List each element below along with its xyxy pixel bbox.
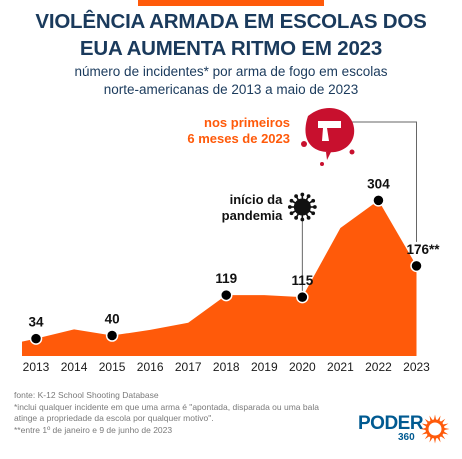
sun-ray [437,436,441,443]
top-accent-bar [138,0,324,6]
value-label-2018: 119 [215,271,237,286]
page-title: VIOLÊNCIA ARMADA EM ESCOLAS DOS EUA AUME… [0,8,462,62]
logo-sub: 360 [398,432,415,443]
tick-label-2020: 2020 [289,360,316,374]
sun-ray [437,415,441,422]
footer-note-1-cont: atinge a propriedade da escola por qualq… [14,413,214,423]
pandemic-label-line-1: início da [230,192,284,207]
marker-2018 [220,288,233,302]
area-fill [22,200,417,356]
marker-2015 [105,329,119,342]
tick-label-2015: 2015 [99,360,126,374]
tick-label-2016: 2016 [137,360,164,374]
pandemic-label-line-2: pandemia [222,208,283,223]
sun-icon [420,414,450,444]
value-label-2015: 40 [105,312,120,327]
sun-ray [421,431,428,435]
footer: fonte: K-12 School Shooting Database *in… [14,390,344,436]
sun-ray [421,423,428,427]
tick-label-2019: 2019 [251,360,278,374]
tick-label-2023: 2023 [403,360,430,374]
value-label-2023: 176** [407,242,441,257]
sun-ray [433,414,437,421]
tick-label-2017: 2017 [175,360,202,374]
tick-label-2018: 2018 [213,360,240,374]
tick-label-2021: 2021 [327,360,354,374]
sun-ray [429,436,433,443]
six-months-label-line-2: 6 meses de 2023 [187,131,290,146]
area-layer [22,200,417,356]
sun-ray [429,415,433,422]
subtitle: número de incidentes* por arma de fogo e… [0,63,462,99]
logo-word: PODER [358,413,424,434]
sun-ray [443,427,450,431]
tick-label-2022: 2022 [365,360,392,374]
tick-label-2013: 2013 [23,360,50,374]
sun-ray [424,418,430,424]
footer-note-1: *inclui qualquer incidente em que uma ar… [14,401,319,412]
subtitle-line-2: norte-americanas de 2013 a maio de 2023 [103,82,359,97]
poder360-logo: PODER 360 [358,413,450,449]
marker-2023 [410,259,423,273]
x-axis-ticks: 2013 2014 2015 2016 2017 2018 2019 2020 2021 2022… [23,360,431,374]
sun-ray [442,431,449,435]
sun-ray [442,423,449,427]
label-layer: 34 40 119 115 304 176** [28,176,440,329]
sun-ray [420,427,427,431]
six-months-leader-line [350,121,417,242]
gun-icon [301,107,355,166]
tick-label-2014: 2014 [61,360,88,374]
sun-ray [440,418,446,424]
sun-ray [424,434,430,440]
sun-ray [440,434,446,440]
footer-source: fonte: K-12 School Shooting Database [14,390,159,400]
value-label-2022: 304 [367,176,390,191]
title-line-2: EUA AUMENTA RITMO EM 2023 [79,37,383,60]
subtitle-line-1: número de incidentes* por arma de fogo e… [74,64,388,79]
marker-layer [29,194,423,345]
value-label-2020: 115 [291,273,313,288]
six-months-label-line-1: nos primeiros [204,115,290,130]
sun-ray [433,437,437,444]
marker-2013 [29,332,43,345]
value-label-2013: 34 [28,315,44,330]
marker-2022 [372,194,385,207]
footer-note-2: **entre 1º de janeiro e 9 de junho de 20… [14,424,173,435]
marker-2020 [296,290,309,304]
virus-icon [287,192,317,222]
title-line-1: VIOLÊNCIA ARMADA EM ESCOLAS DOS [35,10,427,33]
